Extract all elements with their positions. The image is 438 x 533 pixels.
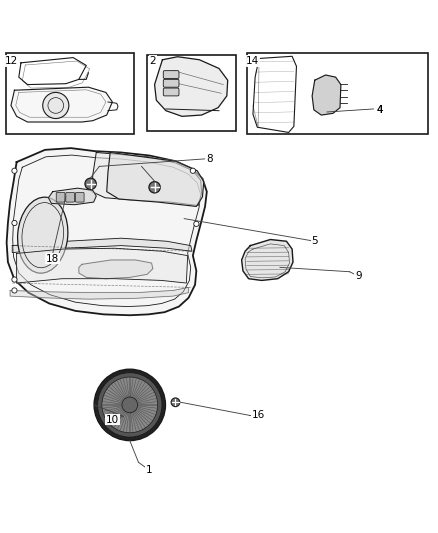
Circle shape <box>12 277 17 282</box>
Text: 2: 2 <box>149 56 156 66</box>
Ellipse shape <box>18 197 68 273</box>
Circle shape <box>102 377 158 433</box>
Circle shape <box>122 397 138 413</box>
Polygon shape <box>107 152 204 206</box>
Text: 12: 12 <box>4 56 18 66</box>
Text: 5: 5 <box>311 236 318 246</box>
Circle shape <box>12 168 17 173</box>
Circle shape <box>12 288 17 293</box>
Bar <box>247 53 428 134</box>
Polygon shape <box>11 87 113 122</box>
Polygon shape <box>242 239 293 280</box>
Circle shape <box>12 220 17 225</box>
Polygon shape <box>92 152 201 206</box>
FancyBboxPatch shape <box>75 192 84 202</box>
FancyBboxPatch shape <box>163 71 179 78</box>
Polygon shape <box>312 75 341 115</box>
Circle shape <box>85 178 96 189</box>
Polygon shape <box>17 248 187 283</box>
Polygon shape <box>7 148 207 315</box>
Circle shape <box>98 373 162 437</box>
Polygon shape <box>155 56 228 116</box>
Circle shape <box>94 369 166 441</box>
Polygon shape <box>79 260 153 279</box>
FancyBboxPatch shape <box>66 192 74 202</box>
Bar <box>147 54 237 131</box>
Polygon shape <box>12 238 192 253</box>
FancyBboxPatch shape <box>163 79 179 87</box>
Polygon shape <box>48 188 96 205</box>
Text: 8: 8 <box>206 154 213 164</box>
Text: 18: 18 <box>46 254 60 264</box>
Bar <box>6 53 134 134</box>
Text: 9: 9 <box>355 271 362 281</box>
Text: 4: 4 <box>377 105 383 115</box>
Circle shape <box>149 182 160 193</box>
Text: 1: 1 <box>146 465 153 475</box>
Text: 4: 4 <box>377 105 383 115</box>
Text: 10: 10 <box>106 415 119 425</box>
Polygon shape <box>10 287 188 299</box>
FancyBboxPatch shape <box>163 88 179 96</box>
Circle shape <box>190 168 195 173</box>
FancyBboxPatch shape <box>56 192 65 202</box>
Text: 16: 16 <box>251 410 265 421</box>
Text: 14: 14 <box>246 56 259 66</box>
Circle shape <box>171 398 180 407</box>
Circle shape <box>194 221 199 227</box>
Circle shape <box>43 92 69 118</box>
